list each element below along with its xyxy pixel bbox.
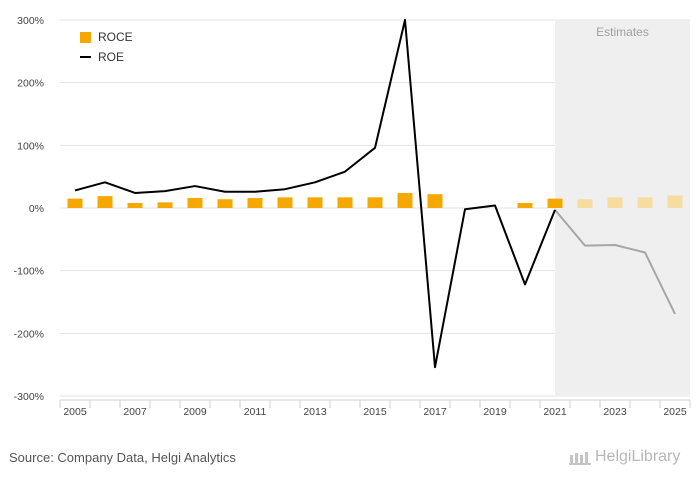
legend-swatch-roe (80, 56, 91, 58)
x-tick-label: 2011 (244, 406, 267, 418)
y-tick-label: 300% (17, 15, 44, 27)
estimates-label: Estimates (596, 25, 649, 39)
x-tick-label: 2013 (303, 406, 327, 418)
brand-logo[interactable]: HelgiLibrary (569, 448, 680, 466)
bar-roce-2022 (577, 199, 593, 208)
y-tick-label: 100% (17, 140, 44, 152)
bar-roce-2010 (217, 199, 233, 208)
bar-roce-2007 (127, 202, 143, 208)
x-tick-label: 2015 (363, 406, 387, 418)
bar-roce-2006 (97, 196, 113, 208)
legend-label-roce: ROCE (98, 30, 133, 44)
bar-roce-2016 (397, 192, 413, 208)
bar-roce-2014 (337, 197, 353, 208)
x-tick-label: 2019 (483, 406, 507, 418)
source-note: Source: Company Data, Helgi Analytics (9, 450, 236, 465)
bar-roce-2020 (517, 202, 533, 208)
bar-roce-2015 (367, 197, 383, 208)
bar-roce-2008 (157, 202, 173, 208)
bar-roce-2017 (427, 194, 443, 208)
bar-roce-2021 (547, 198, 563, 208)
legend: ROCE ROE (80, 27, 133, 67)
bar-roce-2012 (277, 197, 293, 208)
brand-name: HelgiLibrary (595, 448, 681, 465)
y-tick-label: -100% (14, 266, 44, 278)
legend-item-roce[interactable]: ROCE (80, 27, 133, 47)
y-tick-label: 0% (29, 203, 44, 215)
bar-roce-2009 (187, 197, 203, 208)
bar-roce-2005 (67, 198, 83, 208)
y-tick-label: -300% (14, 391, 44, 403)
x-tick-label: 2009 (183, 406, 207, 418)
legend-swatch-roce (80, 31, 91, 43)
bar-roce-2025 (667, 195, 683, 208)
x-tick-label: 2023 (603, 406, 627, 418)
legend-item-roe[interactable]: ROE (80, 47, 133, 67)
y-tick-label: 200% (17, 78, 44, 90)
bar-roce-2011 (247, 197, 263, 208)
x-tick-label: 2021 (543, 406, 567, 418)
bar-roce-2024 (637, 197, 653, 208)
line-roe-estimate (554, 209, 676, 315)
y-tick-label: -200% (14, 328, 44, 340)
x-tick-label: 2007 (123, 406, 147, 418)
bar-roce-2023 (607, 197, 623, 208)
x-tick-label: 2025 (663, 406, 687, 418)
legend-label-roe: ROE (98, 50, 125, 64)
bar-roce-2013 (307, 197, 323, 208)
x-tick-label: 2017 (423, 406, 447, 418)
x-tick-label: 2005 (63, 406, 87, 418)
line-roe (74, 19, 556, 369)
library-icon (569, 452, 591, 465)
